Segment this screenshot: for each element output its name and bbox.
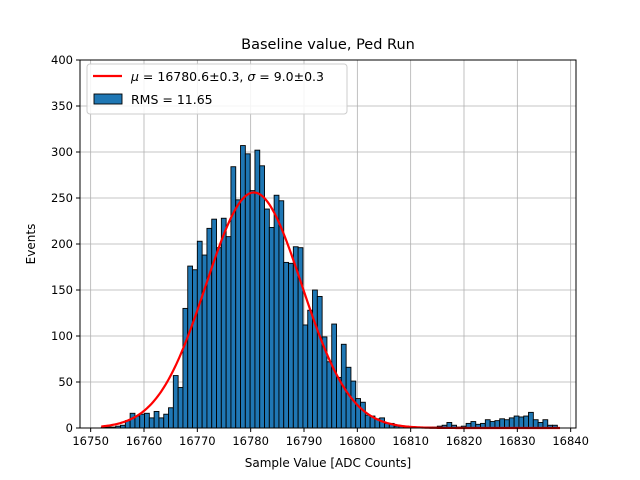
- histogram-bar: [230, 166, 237, 429]
- y-tick-label: 0: [66, 421, 73, 435]
- histogram-bar: [153, 410, 160, 429]
- histogram-bar: [192, 269, 198, 429]
- x-tick-label: 16800: [339, 434, 376, 448]
- x-tick-label: 16770: [179, 434, 216, 448]
- chart-title: Baseline value, Ped Run: [241, 37, 415, 53]
- y-tick-label: 300: [51, 145, 73, 159]
- histogram-bar: [144, 412, 150, 429]
- histogram-bar: [220, 217, 227, 429]
- histogram-bar: [316, 295, 323, 429]
- legend-fit-label: μ = 16780.6±0.3, σ = 9.0±0.3: [130, 69, 324, 84]
- histogram-bar: [187, 265, 193, 429]
- histogram-bar: [249, 190, 256, 429]
- histogram-bar: [259, 165, 265, 429]
- histogram-bar: [283, 261, 289, 429]
- histogram-bar: [235, 199, 241, 429]
- y-tick-label: 200: [51, 237, 73, 251]
- histogram-bar: [504, 419, 510, 429]
- histogram-bar: [268, 226, 275, 429]
- histogram-bar: [484, 419, 491, 429]
- x-tick-label: 16810: [392, 434, 429, 448]
- histogram-bar: [350, 380, 357, 429]
- x-tick-label: 16760: [126, 434, 163, 448]
- histogram-bar: [240, 145, 246, 429]
- x-tick-label: 16820: [446, 434, 483, 448]
- histogram-bar: [129, 412, 136, 429]
- histogram-bar: [528, 411, 534, 429]
- histogram-bar: [216, 247, 222, 429]
- x-tick-label: 16780: [232, 434, 269, 448]
- legend-hist-swatch: [93, 93, 123, 105]
- histogram-bar: [211, 218, 217, 429]
- axis-ticks: 16750 16760 16770 16780 16790 16800 16810 16820…: [51, 53, 589, 448]
- histogram-bar: [302, 324, 309, 429]
- histogram-bar: [163, 413, 169, 429]
- histogram-bar: [182, 307, 189, 429]
- x-tick-label: 16790: [286, 434, 323, 448]
- x-tick-label: 16840: [552, 434, 589, 448]
- histogram-bar: [542, 419, 549, 429]
- y-tick-label: 150: [51, 283, 73, 297]
- histogram-bar: [168, 407, 174, 429]
- histogram-bar: [196, 240, 203, 429]
- histogram-bar: [360, 401, 366, 429]
- histogram-bar: [523, 415, 529, 429]
- legend-box: [86, 63, 348, 115]
- histogram-bar: [532, 419, 539, 429]
- x-tick-label: 16750: [72, 434, 109, 448]
- histogram-bar: [312, 289, 318, 429]
- histogram-bar: [336, 376, 342, 429]
- histogram-bar: [148, 417, 155, 429]
- histogram-bar: [326, 361, 333, 429]
- y-axis-label: Events: [24, 224, 38, 265]
- x-axis-label: Sample Value [ADC Counts]: [245, 456, 411, 470]
- histogram-bar: [508, 417, 515, 429]
- y-tick-label: 250: [51, 191, 73, 205]
- histogram-bar: [307, 309, 313, 429]
- legend-hist-label: RMS = 11.65: [131, 92, 213, 107]
- histogram-bar: [518, 416, 525, 429]
- histogram-bar: [331, 323, 337, 429]
- histogram-bar: [494, 420, 501, 429]
- histogram-bar: [364, 414, 371, 429]
- histogram-bar: [499, 418, 505, 429]
- histogram-bar: [139, 413, 145, 429]
- y-tick-label: 400: [51, 53, 73, 67]
- legend: μ = 16780.6±0.3, σ = 9.0±0.3 RMS = 11.65: [86, 63, 348, 115]
- histogram-bar: [225, 236, 232, 429]
- y-tick-label: 350: [51, 99, 73, 113]
- histogram-bar: [177, 387, 184, 429]
- histogram-bar: [264, 208, 270, 429]
- x-tick-label: 16830: [499, 434, 536, 448]
- histogram-bar: [273, 194, 280, 429]
- histogram-bar: [288, 262, 294, 429]
- histogram-bar: [206, 227, 213, 429]
- histogram-bar: [158, 417, 165, 429]
- histogram-bar: [172, 375, 179, 429]
- y-tick-label: 100: [51, 329, 73, 343]
- histogram-bar: [513, 415, 520, 429]
- y-tick-label: 50: [58, 375, 73, 389]
